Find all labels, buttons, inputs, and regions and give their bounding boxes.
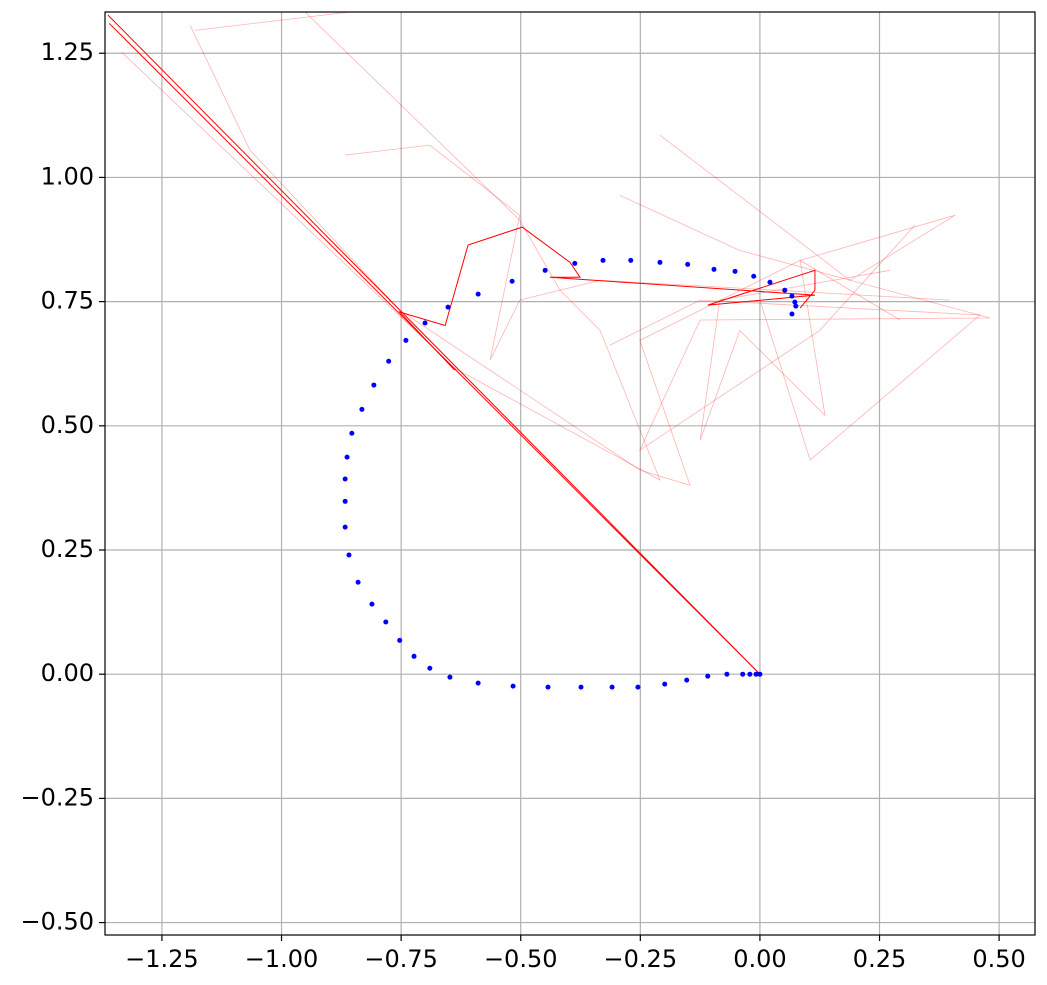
- point: [705, 673, 711, 679]
- point: [789, 293, 795, 299]
- x-tick-label: 0.00: [733, 945, 786, 973]
- x-tick-label: 0.25: [853, 945, 906, 973]
- point: [685, 261, 691, 267]
- point: [346, 552, 352, 558]
- point: [793, 303, 799, 309]
- point: [747, 671, 753, 677]
- point: [359, 406, 365, 412]
- point: [510, 683, 516, 689]
- point: [711, 266, 717, 272]
- point: [447, 674, 453, 680]
- point: [475, 291, 481, 297]
- point: [635, 684, 641, 690]
- point: [662, 681, 668, 687]
- y-tick-label: 0.75: [41, 287, 94, 315]
- point: [509, 278, 515, 284]
- point: [383, 619, 389, 625]
- point: [753, 671, 759, 677]
- red-line: [659, 134, 956, 441]
- red-line: [121, 12, 661, 481]
- point: [386, 358, 392, 364]
- point: [342, 476, 348, 482]
- x-tick-label: 0.50: [972, 945, 1025, 973]
- point: [572, 260, 578, 266]
- point: [600, 257, 606, 263]
- point: [789, 311, 795, 317]
- red-line: [398, 226, 816, 371]
- point: [422, 320, 428, 326]
- axes: −1.25 −1.00 −0.75 −0.50 −0.25 0.00 0.25 0.50 −0.…: [20, 38, 1025, 973]
- point: [767, 279, 773, 285]
- point: [684, 677, 690, 683]
- point: [578, 684, 584, 690]
- y-tick-label: 0.25: [41, 535, 94, 563]
- red-line: [609, 299, 982, 461]
- point: [445, 304, 451, 310]
- point: [427, 665, 433, 671]
- point: [342, 498, 348, 504]
- y-tick-label: 0.00: [41, 659, 94, 687]
- grid: [105, 12, 1035, 935]
- point: [757, 671, 763, 677]
- plot-frame: [104, 11, 1036, 936]
- point: [369, 601, 375, 607]
- x-tick-label: −1.25: [125, 945, 199, 973]
- y-tick-label: −0.50: [20, 908, 94, 936]
- point: [475, 680, 481, 686]
- point: [609, 684, 615, 690]
- point: [782, 287, 788, 293]
- red-line: [619, 194, 991, 452]
- point: [740, 671, 746, 677]
- point: [751, 273, 757, 279]
- point: [545, 684, 551, 690]
- point: [342, 524, 348, 530]
- red-line: [194, 12, 350, 31]
- x-tick-label: −0.25: [604, 945, 678, 973]
- point: [732, 268, 738, 274]
- point: [355, 579, 361, 585]
- x-tick-label: −0.50: [484, 945, 558, 973]
- point: [371, 382, 377, 388]
- point: [542, 267, 548, 273]
- point: [349, 430, 355, 436]
- x-tick-label: −1.00: [245, 945, 319, 973]
- y-tick-label: 1.00: [41, 162, 94, 190]
- point: [657, 259, 663, 265]
- point: [403, 337, 409, 343]
- point: [628, 257, 634, 263]
- y-tick-label: −0.25: [20, 783, 94, 811]
- x-tick-label: −0.75: [364, 945, 438, 973]
- point: [724, 671, 730, 677]
- red-line: [345, 144, 950, 361]
- red-line: [189, 25, 901, 487]
- y-tick-label: 0.50: [41, 411, 94, 439]
- y-tick-label: 1.25: [41, 38, 94, 66]
- point: [344, 454, 350, 460]
- red-line: [107, 14, 761, 675]
- point: [411, 653, 417, 659]
- plot-area: [107, 12, 991, 690]
- point: [397, 637, 403, 643]
- point: [792, 299, 798, 305]
